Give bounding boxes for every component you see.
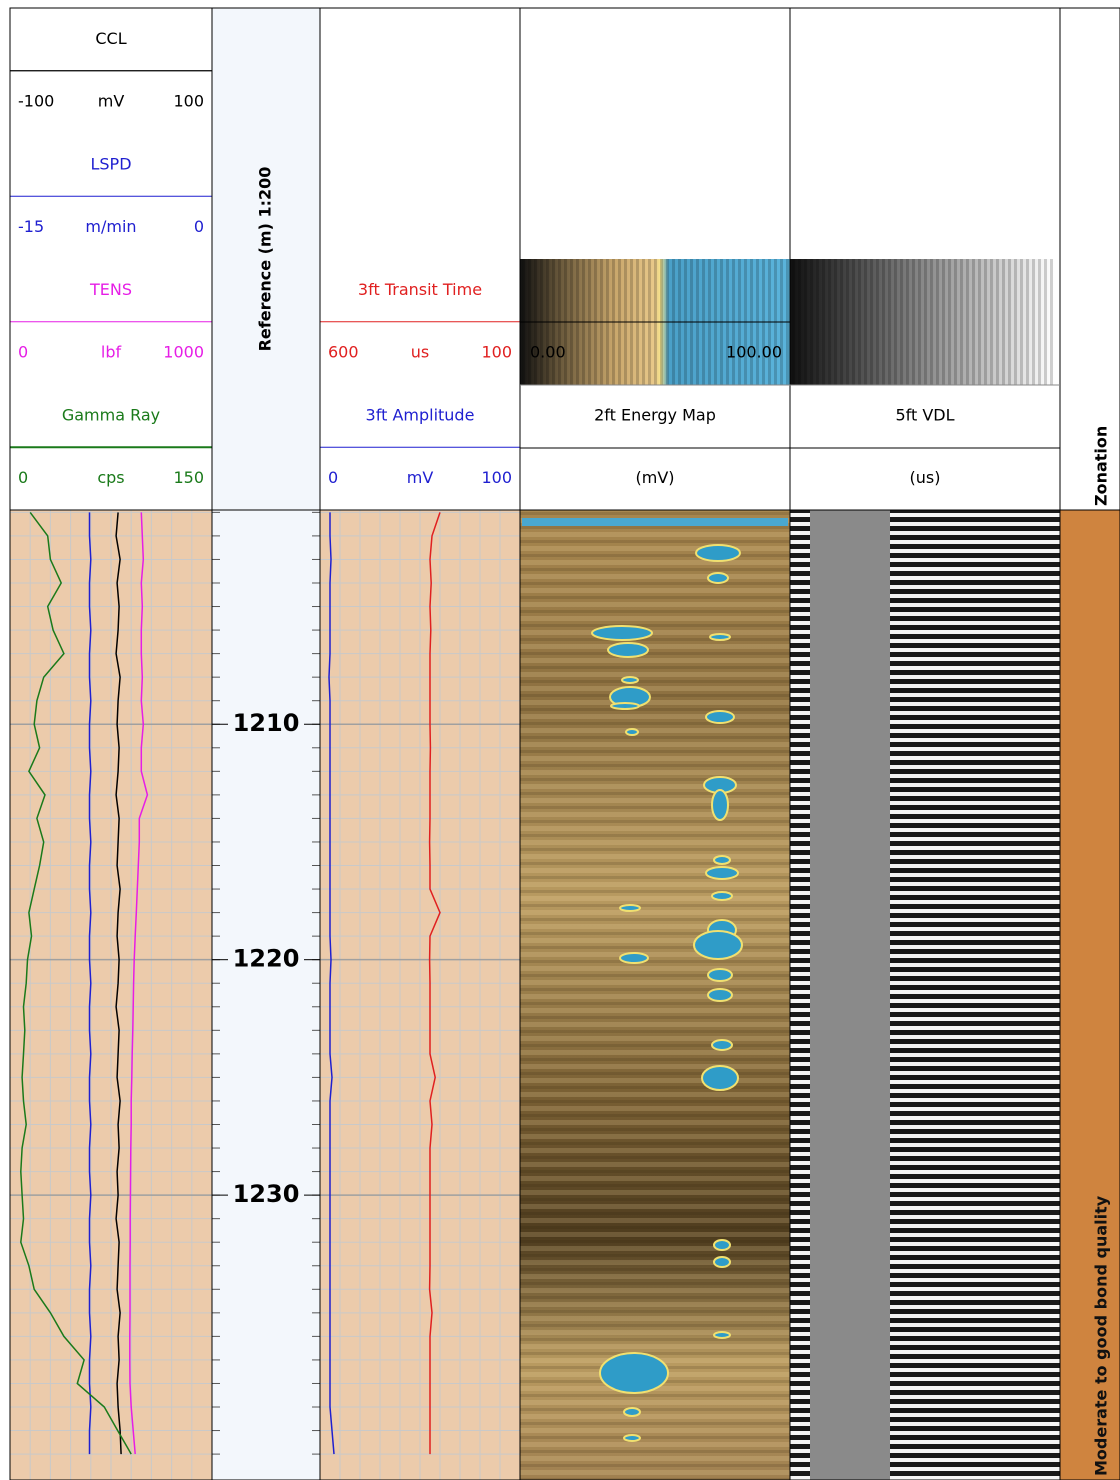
scale-left: 600 bbox=[328, 343, 359, 362]
vdl-color-bar-stripes bbox=[790, 259, 1054, 385]
energy-map-texture bbox=[520, 510, 790, 1480]
scale-left: -15 bbox=[18, 217, 44, 236]
scale-unit: m/min bbox=[85, 217, 136, 236]
curve-name: CCL bbox=[95, 29, 126, 48]
page: CCL-100mV100LSPD-15m/min0TENS0lbf1000Gam… bbox=[0, 0, 1120, 1480]
well-log: CCL-100mV100LSPD-15m/min0TENS0lbf1000Gam… bbox=[0, 0, 1120, 1480]
zonation-title: Zonation bbox=[1092, 426, 1111, 506]
scale-unit: mV bbox=[407, 468, 434, 487]
scale-right: 100 bbox=[173, 92, 204, 111]
scale-left: 0 bbox=[18, 343, 28, 362]
image-unit: (mV) bbox=[635, 468, 674, 487]
depth-label: 1220 bbox=[233, 945, 300, 973]
scale-unit: lbf bbox=[101, 343, 122, 362]
scale-unit: cps bbox=[97, 468, 124, 487]
curve-name: 3ft Amplitude bbox=[366, 405, 475, 424]
scale-right: 1000 bbox=[163, 343, 204, 362]
depth-label: 1230 bbox=[233, 1180, 300, 1208]
scale-right: 100 bbox=[481, 468, 512, 487]
curve-name: Gamma Ray bbox=[62, 405, 160, 424]
image-scale: 0.00 bbox=[530, 343, 566, 362]
scale-right: 100 bbox=[481, 343, 512, 362]
image-name: 2ft Energy Map bbox=[594, 405, 716, 424]
scale-unit: us bbox=[411, 343, 429, 362]
scale-right: 150 bbox=[173, 468, 204, 487]
vdl-image bbox=[790, 510, 1060, 1480]
image-scale: 100.00 bbox=[726, 343, 782, 362]
scale-unit: mV bbox=[98, 92, 125, 111]
scale-left: 0 bbox=[18, 468, 28, 487]
depth-label: 1210 bbox=[233, 709, 300, 737]
zone-label: Moderate to good bond quality bbox=[1092, 1195, 1111, 1476]
image-unit: (us) bbox=[910, 468, 941, 487]
image-name: 5ft VDL bbox=[895, 405, 954, 424]
curve-name: LSPD bbox=[90, 154, 131, 173]
curve-name: 3ft Transit Time bbox=[358, 280, 482, 299]
depth-axis-title: Reference (m) 1:200 bbox=[256, 167, 275, 352]
zone bbox=[1060, 510, 1120, 1480]
scale-left: 0 bbox=[328, 468, 338, 487]
scale-left: -100 bbox=[18, 92, 54, 111]
scale-right: 0 bbox=[194, 217, 204, 236]
curve-name: TENS bbox=[89, 280, 132, 299]
